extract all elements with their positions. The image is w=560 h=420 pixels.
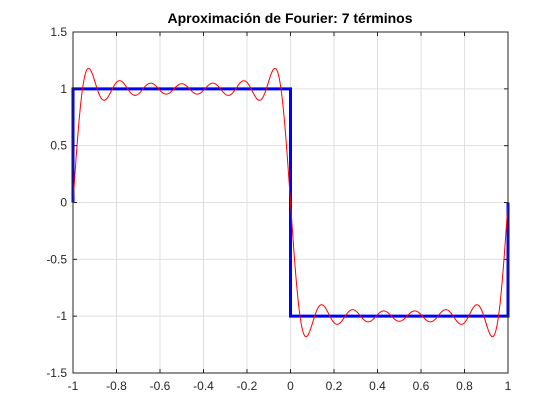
y-tick-label: -1.5 xyxy=(46,366,67,380)
x-tick-label: 0.4 xyxy=(369,379,386,393)
series-fourier-approx xyxy=(72,67,509,338)
y-tick-label: -0.5 xyxy=(46,252,67,266)
chart-title: Aproximación de Fourier: 7 términos xyxy=(167,10,412,26)
x-tick-label: -0.2 xyxy=(237,379,258,393)
x-tick-label: -0.8 xyxy=(106,379,127,393)
x-tick-label: -1 xyxy=(68,379,79,393)
y-tick-label: -1 xyxy=(56,309,67,323)
x-axis-ticks: -1 -0.8 -0.6 -0.4 -0.2 0 0.2 0.4 0.6 0.8 1 xyxy=(68,32,512,393)
y-tick-label: 1 xyxy=(60,82,67,96)
x-tick-label: -0.6 xyxy=(150,379,171,393)
x-tick-label: 0.8 xyxy=(456,379,473,393)
x-tick-label: 1 xyxy=(505,379,512,393)
y-tick-label: 0.5 xyxy=(50,139,67,153)
x-tick-label: 0 xyxy=(287,379,294,393)
y-axis-ticks: -1.5 -1 -0.5 0 0.5 1 1.5 xyxy=(46,25,508,380)
x-tick-label: -0.4 xyxy=(193,379,214,393)
y-tick-label: 0 xyxy=(60,196,67,210)
x-tick-label: 0.2 xyxy=(326,379,343,393)
y-tick-label: 1.5 xyxy=(50,25,67,39)
x-tick-label: 0.6 xyxy=(413,379,430,393)
